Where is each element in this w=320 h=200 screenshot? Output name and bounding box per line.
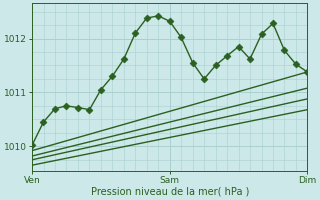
X-axis label: Pression niveau de la mer( hPa ): Pression niveau de la mer( hPa )	[91, 187, 249, 197]
